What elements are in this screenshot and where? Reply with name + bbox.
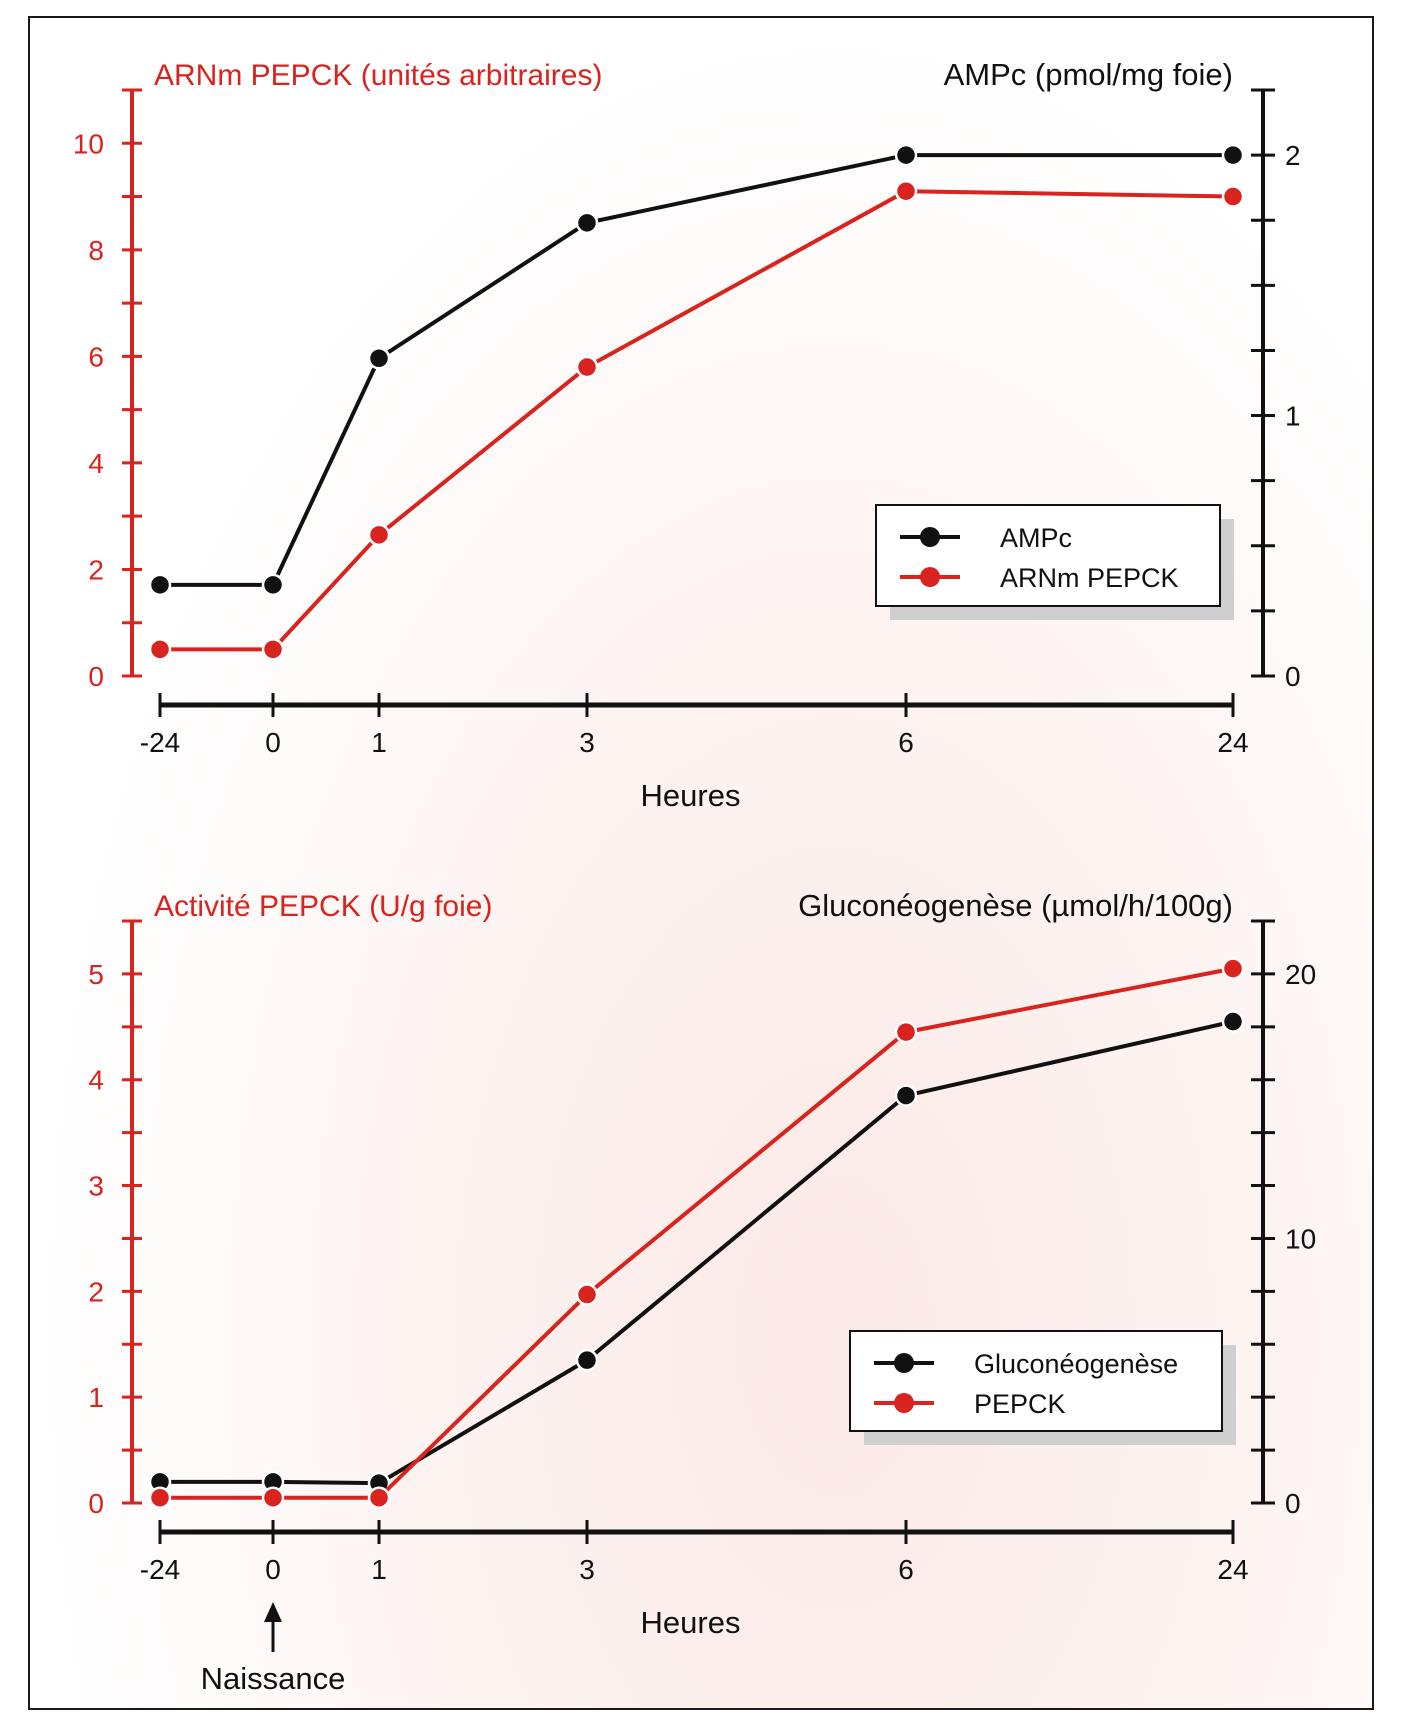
panel2-series-point-0 — [575, 1348, 599, 1372]
panel2-right-tick-label: 0 — [1285, 1488, 1301, 1519]
panel2-series-line-1 — [160, 966, 1234, 1500]
panel2-left-tick-label: 1 — [88, 1382, 104, 1413]
panel1-left-axis-title: ARNm PEPCK (unités arbitraires) — [154, 59, 602, 92]
panel2-left-tick-label: 2 — [88, 1276, 104, 1307]
panel1-legend-swatch-marker — [920, 527, 940, 547]
panel2-series-point-1 — [367, 1486, 391, 1509]
panel1-x-axis-title: Heures — [641, 778, 741, 813]
panel1-series-line-1 — [160, 189, 1234, 652]
panel2-series-point-1 — [575, 1283, 599, 1306]
panel1-series-point-1 — [261, 638, 285, 661]
panel1-x-tick-label: 3 — [579, 727, 595, 758]
panel1-right-tick-label: 2 — [1285, 140, 1301, 171]
panel1-series-point-1 — [894, 179, 918, 203]
panel1-series-point-0 — [261, 573, 285, 597]
panel2-right-axis-title: Gluconéogenèse (µmol/h/100g) — [798, 888, 1233, 923]
panel2-series-point-0 — [1221, 1010, 1245, 1033]
panel1-left-tick-label: 6 — [88, 341, 104, 372]
panel1-right-tick-label: 1 — [1285, 401, 1301, 432]
panel2-legend-label: PEPCK — [974, 1389, 1066, 1419]
panel1-legend-label: ARNm PEPCK — [1000, 563, 1179, 593]
panel1-right-axis-title: AMPc (pmol/mg foie) — [944, 57, 1233, 92]
panel1-x-tick-label: 0 — [265, 727, 281, 758]
panel2-legend-label: Gluconéogenèse — [974, 1349, 1178, 1379]
panel2-series-point-1 — [261, 1486, 285, 1509]
panel1-left-tick-label: 0 — [88, 661, 104, 692]
panel2-x-tick-label: 0 — [265, 1554, 281, 1585]
panel2-legend-swatch-marker — [894, 1393, 914, 1413]
panel2-left-tick-label: 3 — [88, 1171, 104, 1202]
panel1-legend-swatch-marker — [920, 567, 940, 587]
panel2-right-tick-label: 10 — [1285, 1223, 1316, 1254]
panel2-left-tick-label: 4 — [88, 1065, 104, 1096]
panel1-series-point-1 — [148, 638, 172, 661]
panel1-x-tick-label: 6 — [898, 727, 914, 758]
panel2-series-line-0 — [160, 1019, 1234, 1486]
panel2-annotation-arrow-icon — [264, 1602, 282, 1622]
panel2-x-axis-title: Heures — [641, 1605, 741, 1640]
panel1-left-tick-label: 4 — [88, 448, 104, 479]
panel1-legend-label: AMPc — [1000, 523, 1072, 553]
panel2-x-tick-label: 1 — [371, 1554, 387, 1585]
panel2-series-point-1 — [148, 1486, 172, 1509]
panel1-left-tick-label: 2 — [88, 554, 104, 585]
panel1-right-tick-label: 0 — [1285, 661, 1301, 692]
panel2-x-tick-label: 6 — [898, 1554, 914, 1585]
panel2-x-tick-label: -24 — [140, 1554, 180, 1585]
panel2-series-point-1 — [894, 1020, 918, 1044]
panel1-series-point-0 — [575, 211, 599, 235]
panel1-x-tick-label: 24 — [1217, 727, 1248, 758]
panel2-left-axis-title: Activité PEPCK (U/g foie) — [154, 890, 492, 923]
panel2-left-tick-label: 0 — [88, 1488, 104, 1519]
panel1-series-point-0 — [1221, 143, 1245, 167]
panel2-legend-swatch-marker — [894, 1353, 914, 1373]
panel1-left-tick-label: 10 — [73, 128, 104, 159]
panel1-series-point-1 — [575, 355, 599, 379]
panel1-x-tick-label: -24 — [140, 727, 180, 758]
panel1-series-point-0 — [148, 573, 172, 597]
panel1-series-point-0 — [894, 143, 918, 167]
panel1-series-line-0 — [160, 153, 1233, 587]
panel1-series-point-1 — [1221, 185, 1245, 208]
panel1-left-tick-label: 8 — [88, 235, 104, 266]
panel1-x-tick-label: 1 — [371, 727, 387, 758]
panel2-series-point-0 — [894, 1084, 918, 1107]
panel1-series-point-0 — [367, 347, 391, 370]
panel2-x-tick-label: 24 — [1217, 1554, 1248, 1585]
panel2-legend-box — [849, 1330, 1223, 1432]
panel1-series-point-1 — [367, 523, 391, 547]
panel1-legend-box — [875, 504, 1221, 607]
panel2-annotation-label: Naissance — [201, 1661, 346, 1696]
panel2-series-point-1 — [1221, 957, 1245, 980]
panel2-x-tick-label: 3 — [579, 1554, 595, 1585]
panel2-left-tick-label: 5 — [88, 959, 104, 990]
panel2-right-tick-label: 20 — [1285, 959, 1316, 990]
